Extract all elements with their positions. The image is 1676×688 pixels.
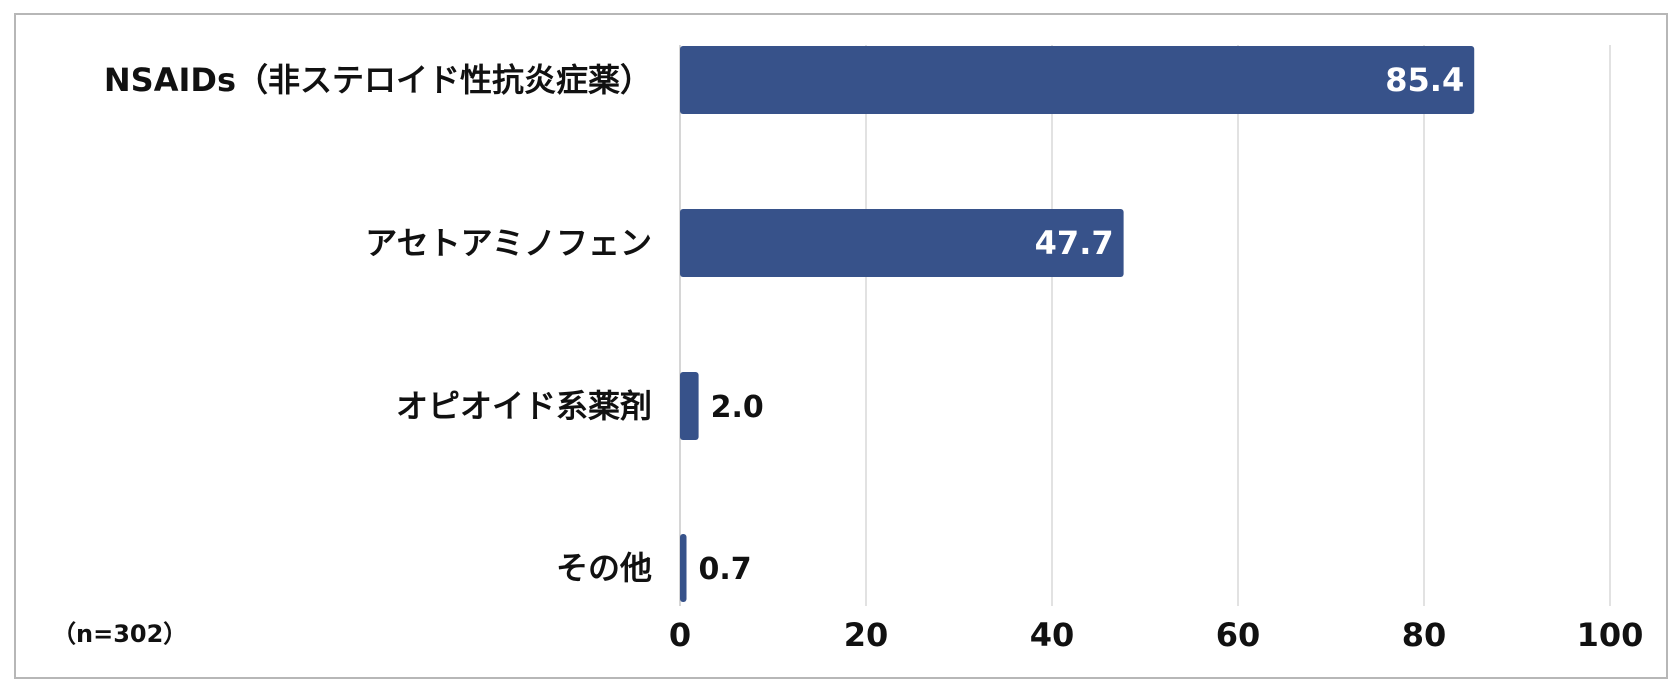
value-label-1: 47.7 [1035, 224, 1114, 262]
x-tick-label-80: 80 [1402, 616, 1447, 654]
sample-size-note: （n=302） [52, 620, 187, 648]
grid-layer [679, 45, 1611, 606]
x-tick-label-20: 20 [844, 616, 889, 654]
x-tick-label-100: 100 [1577, 616, 1644, 654]
value-label-0: 85.4 [1385, 61, 1464, 99]
x-tick-label-40: 40 [1030, 616, 1075, 654]
label-layer: 0 20 40 60 80 100 NSAIDs（非ステロイド性抗炎症薬） 85.4 アセトアミ… [104, 61, 1644, 654]
x-tick-label-60: 60 [1216, 616, 1261, 654]
bar-2 [680, 372, 699, 440]
value-label-3: 0.7 [699, 552, 752, 587]
category-label-3: その他 [556, 549, 652, 587]
category-label-0: NSAIDs（非ステロイド性抗炎症薬） [104, 61, 652, 99]
x-tick-label-0: 0 [669, 616, 691, 654]
value-label-2: 2.0 [711, 390, 764, 425]
category-label-1: アセトアミノフェン [365, 224, 652, 262]
category-label-2: オピオイド系薬剤 [396, 387, 652, 425]
chart-frame [14, 13, 1668, 679]
bar-layer [680, 46, 1475, 602]
bar-1 [680, 209, 1124, 277]
bar-0 [680, 46, 1475, 114]
bar-3 [680, 534, 687, 602]
